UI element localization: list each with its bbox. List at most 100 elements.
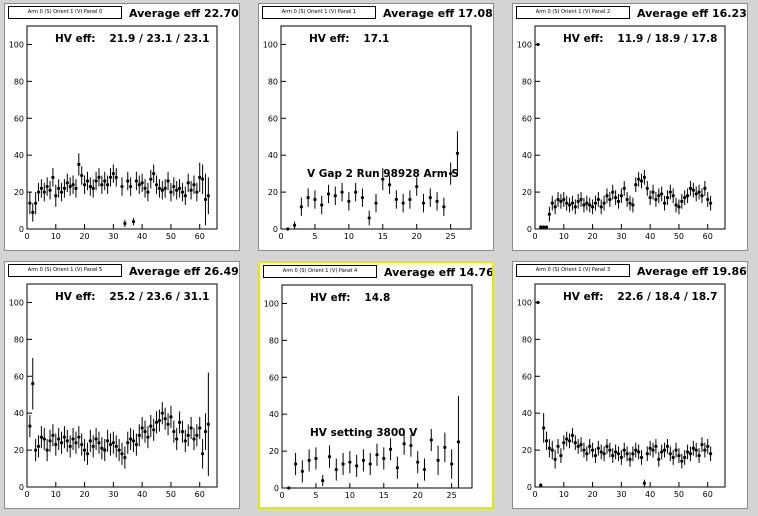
marker: [201, 177, 205, 181]
marker: [628, 457, 632, 461]
data-point: [614, 444, 618, 460]
data-point: [539, 225, 543, 229]
marker: [177, 186, 182, 190]
marker: [203, 430, 208, 434]
marker: [683, 455, 687, 460]
marker: [645, 186, 649, 190]
hv-eff-label: HV eff:: [310, 292, 351, 304]
plot-frame: [280, 25, 472, 230]
data-point: [368, 452, 372, 476]
marker: [700, 194, 704, 198]
marker: [292, 223, 297, 227]
hv-eff-values: 17.1: [363, 33, 390, 45]
data-point: [668, 184, 672, 200]
data-point: [559, 448, 563, 464]
marker: [327, 455, 332, 459]
data-point: [657, 451, 661, 467]
data-point: [588, 439, 592, 454]
data-point: [347, 192, 351, 211]
data-point: [619, 188, 623, 204]
data-point: [51, 168, 55, 187]
data-point: [593, 448, 598, 464]
marker: [614, 450, 618, 454]
data-point: [688, 181, 693, 196]
data-point: [154, 411, 159, 434]
x-tick-label: 40: [137, 232, 147, 241]
y-tick-label: 0: [19, 225, 24, 234]
marker: [639, 455, 644, 460]
pad-panel-2: 0 20 40 60 80 100 0 10 20 30 40 50 60 Arm 0 (S) Orie…: [512, 3, 748, 251]
data-point: [286, 227, 290, 231]
marker: [154, 183, 159, 187]
data-point: [74, 179, 78, 198]
marker: [608, 448, 612, 452]
data-point: [628, 195, 632, 211]
marker: [131, 220, 136, 224]
x-tick-label: 25: [447, 491, 457, 500]
marker: [333, 194, 337, 198]
marker: [180, 430, 185, 434]
marker: [183, 439, 187, 443]
data-point: [671, 450, 675, 465]
marker: [45, 184, 49, 189]
data-point: [103, 439, 107, 462]
hv-setting-annotation: HV setting 3800 V: [310, 427, 418, 439]
marker: [74, 186, 78, 190]
marker: [605, 194, 609, 198]
marker: [201, 452, 205, 456]
data-point: [71, 427, 75, 451]
data-point: [582, 197, 586, 213]
marker: [668, 452, 672, 456]
marker: [542, 225, 546, 229]
x-tick-label: 30: [108, 232, 118, 241]
data-point: [654, 439, 658, 454]
marker: [129, 437, 133, 441]
data-point: [542, 413, 546, 443]
marker: [570, 201, 575, 205]
marker: [671, 194, 675, 198]
marker: [361, 458, 366, 462]
marker: [140, 426, 144, 430]
marker: [114, 444, 118, 448]
x-tick-label: 20: [587, 490, 597, 499]
data-point: [80, 433, 84, 456]
marker: [94, 179, 98, 183]
marker: [634, 448, 638, 452]
data-point: [333, 186, 337, 206]
data-point: [637, 444, 641, 460]
marker: [544, 225, 549, 229]
data-point: [639, 450, 644, 465]
plot-panel-5: 0 20 40 60 80 100 0 10 20 30 40 50 60: [9, 283, 218, 499]
data-point: [709, 195, 713, 211]
marker: [665, 444, 670, 448]
hv-eff-line: HV eff: 11.9 / 18.9 / 17.8: [563, 33, 717, 45]
marker: [435, 199, 439, 203]
data-point: [442, 197, 446, 217]
marker: [169, 415, 173, 419]
marker: [198, 175, 202, 179]
marker: [616, 452, 621, 456]
data-point: [143, 179, 147, 198]
marker: [553, 457, 557, 461]
data-point: [140, 416, 144, 440]
marker: [665, 196, 670, 200]
marker: [642, 481, 646, 485]
data-point: [436, 445, 440, 476]
data-point: [608, 192, 612, 207]
marker: [39, 186, 43, 190]
data-point: [306, 188, 310, 207]
data-point: [616, 193, 621, 209]
data-point: [355, 454, 359, 477]
data-point: [394, 190, 398, 209]
marker: [442, 205, 446, 209]
marker: [65, 181, 69, 185]
marker: [59, 441, 64, 445]
marker: [160, 188, 164, 192]
data-point: [622, 442, 626, 458]
data-point: [674, 197, 678, 213]
pad-panel-4[interactable]: 0 20 40 60 80 100 0 5 10 15 20 25 Arm 0 (S) Orient …: [258, 261, 494, 509]
marker: [674, 203, 678, 207]
marker: [85, 452, 90, 456]
data-point: [183, 186, 187, 206]
marker: [694, 448, 698, 452]
